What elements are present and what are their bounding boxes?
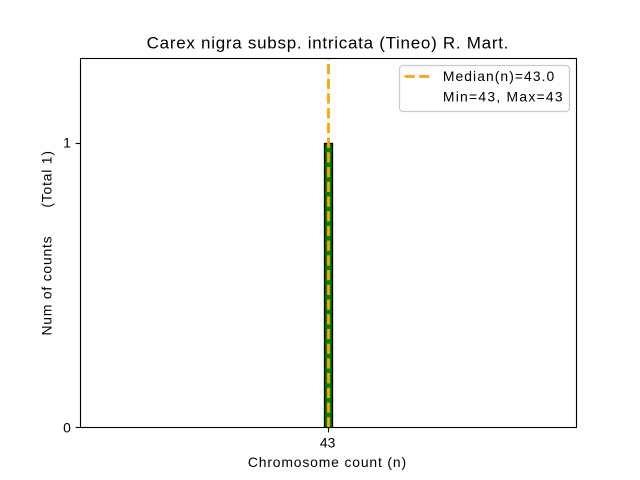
- svg-text:1: 1: [63, 135, 71, 151]
- svg-text:Num of counts (Total 1): Num of counts (Total 1): [38, 150, 54, 335]
- svg-text:Min=43, Max=43: Min=43, Max=43: [443, 89, 564, 105]
- svg-text:Carex nigra subsp. intricata (: Carex nigra subsp. intricata (Tineo) R. …: [147, 33, 509, 52]
- svg-text:0: 0: [63, 420, 71, 436]
- svg-text:Chromosome count (n): Chromosome count (n): [248, 454, 407, 470]
- svg-text:43: 43: [320, 435, 336, 451]
- svg-text:Median(n)=43.0: Median(n)=43.0: [443, 68, 555, 84]
